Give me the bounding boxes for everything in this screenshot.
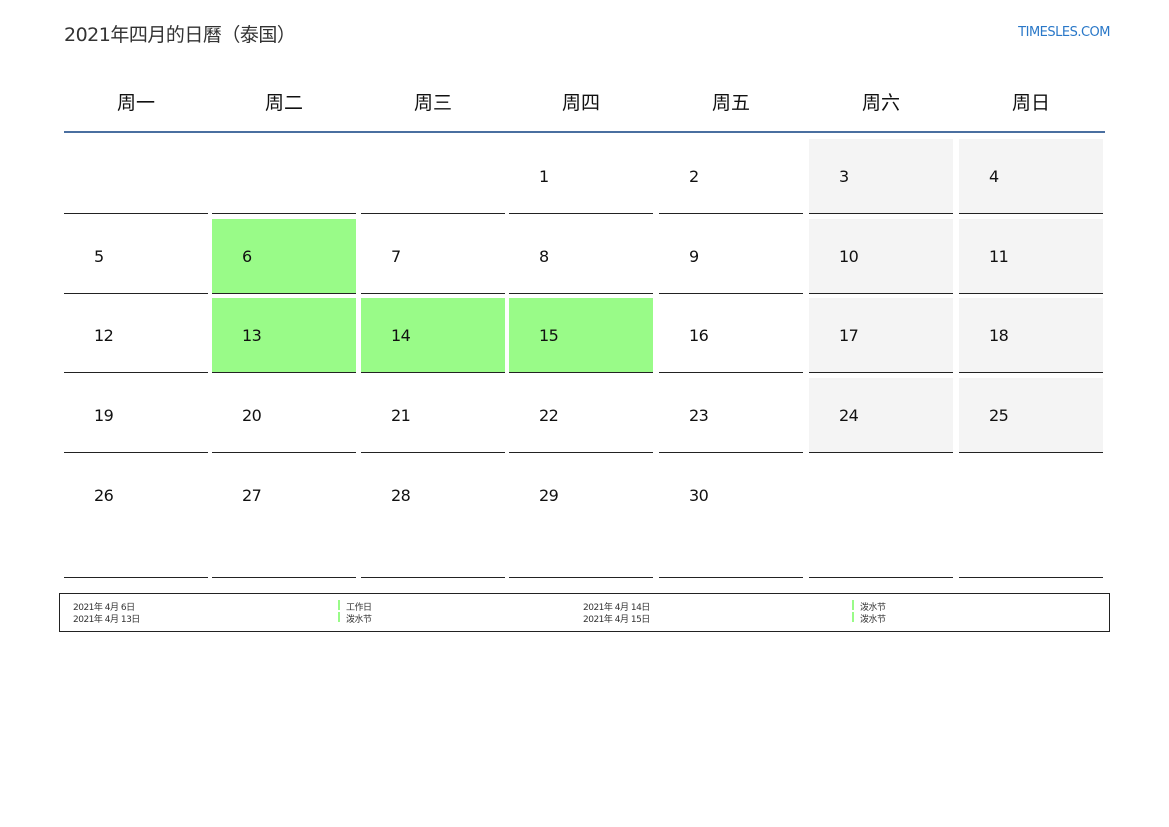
day-cell[interactable]: 24	[809, 378, 953, 453]
weekday-header: 周三	[413, 92, 452, 114]
holiday-name: 泼水节	[860, 615, 886, 625]
day-number: 12	[94, 326, 114, 345]
day-number: 19	[94, 406, 114, 425]
day-cell[interactable]: 25	[959, 378, 1103, 453]
holiday-name: 工作日	[346, 603, 372, 613]
day-cell[interactable]: 12	[64, 298, 208, 373]
holiday-color-marker	[852, 612, 854, 622]
day-number: 2	[689, 167, 699, 186]
page-title: 2021年四月的日曆（泰国）	[64, 24, 296, 46]
day-number: 1	[539, 167, 549, 186]
day-cell[interactable]: 4	[959, 139, 1103, 214]
day-cell[interactable]: 8	[509, 219, 653, 294]
day-cell[interactable]: 2	[659, 139, 803, 214]
day-cell[interactable]: 17	[809, 298, 953, 373]
day-number: 24	[839, 406, 859, 425]
day-number: 25	[989, 406, 1009, 425]
day-cell[interactable]: 27	[212, 458, 356, 578]
day-cell[interactable]: 14	[361, 298, 505, 373]
day-number: 20	[242, 406, 262, 425]
empty-cell	[959, 458, 1103, 578]
weekday-header: 周五	[711, 92, 750, 114]
day-number: 8	[539, 247, 549, 266]
day-number: 28	[391, 486, 411, 505]
day-cell[interactable]: 19	[64, 378, 208, 453]
day-cell[interactable]: 26	[64, 458, 208, 578]
holiday-name: 泼水节	[860, 603, 886, 613]
holiday-color-marker	[338, 612, 340, 622]
weekday-header: 周四	[561, 92, 600, 114]
day-number: 7	[391, 247, 401, 266]
day-cell[interactable]: 29	[509, 458, 653, 578]
day-cell[interactable]: 5	[64, 219, 208, 294]
day-number: 16	[689, 326, 709, 345]
day-number: 5	[94, 247, 104, 266]
day-cell[interactable]: 3	[809, 139, 953, 214]
day-cell[interactable]: 6	[212, 219, 356, 294]
empty-cell	[64, 139, 208, 214]
empty-cell	[809, 458, 953, 578]
day-cell[interactable]: 30	[659, 458, 803, 578]
day-number: 14	[391, 326, 411, 345]
day-number: 11	[989, 247, 1009, 266]
day-number: 4	[989, 167, 999, 186]
day-number: 29	[539, 486, 559, 505]
day-number: 13	[242, 326, 262, 345]
header-divider	[64, 131, 1105, 133]
holiday-date: 2021年 4月 15日	[583, 615, 650, 625]
day-number: 23	[689, 406, 709, 425]
weekday-header: 周日	[1011, 92, 1050, 114]
day-cell[interactable]: 22	[509, 378, 653, 453]
day-number: 22	[539, 406, 559, 425]
day-cell[interactable]: 28	[361, 458, 505, 578]
site-logo[interactable]: TIMESLES.COM	[1018, 25, 1110, 40]
empty-cell	[361, 139, 505, 214]
holiday-date: 2021年 4月 6日	[73, 603, 135, 613]
day-cell[interactable]: 11	[959, 219, 1103, 294]
empty-cell	[212, 139, 356, 214]
day-number: 26	[94, 486, 114, 505]
day-cell[interactable]: 9	[659, 219, 803, 294]
day-number: 10	[839, 247, 859, 266]
holiday-color-marker	[338, 600, 340, 610]
holiday-name: 泼水节	[346, 615, 372, 625]
day-number: 3	[839, 167, 849, 186]
day-cell[interactable]: 7	[361, 219, 505, 294]
holiday-date: 2021年 4月 13日	[73, 615, 140, 625]
day-cell[interactable]: 20	[212, 378, 356, 453]
day-number: 9	[689, 247, 699, 266]
day-number: 18	[989, 326, 1009, 345]
day-number: 17	[839, 326, 859, 345]
holiday-date: 2021年 4月 14日	[583, 603, 650, 613]
day-cell[interactable]: 23	[659, 378, 803, 453]
day-cell[interactable]: 18	[959, 298, 1103, 373]
day-number: 30	[689, 486, 709, 505]
day-cell[interactable]: 10	[809, 219, 953, 294]
day-number: 15	[539, 326, 559, 345]
holiday-color-marker	[852, 600, 854, 610]
day-number: 6	[242, 247, 252, 266]
weekday-header: 周二	[264, 92, 303, 114]
weekday-header: 周六	[861, 92, 900, 114]
holiday-legend: 2021年 4月 6日 工作日 2021年 4月 13日 泼水节 2021年 4月 14…	[59, 593, 1110, 632]
day-cell[interactable]: 1	[509, 139, 653, 214]
day-number: 21	[391, 406, 411, 425]
weekday-header: 周一	[116, 92, 155, 114]
day-cell[interactable]: 15	[509, 298, 653, 373]
day-cell[interactable]: 16	[659, 298, 803, 373]
day-number: 27	[242, 486, 262, 505]
day-cell[interactable]: 21	[361, 378, 505, 453]
day-cell[interactable]: 13	[212, 298, 356, 373]
